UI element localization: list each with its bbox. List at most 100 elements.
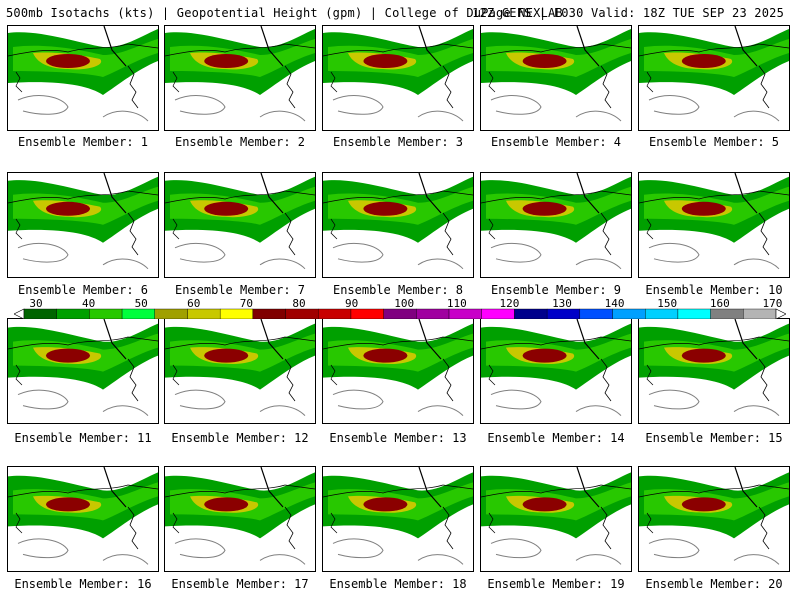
border-line: [576, 173, 600, 214]
ensemble-panel: [638, 172, 790, 278]
jet-stream-map: [8, 26, 158, 122]
jet-core: [681, 201, 726, 216]
coastline: [600, 506, 612, 550]
coastline: [15, 218, 23, 240]
colorbar-swatch: [645, 308, 679, 320]
coastline: [172, 218, 180, 240]
ensemble-member-label: Ensemble Member: 2: [174, 135, 306, 149]
height-contour: [575, 110, 622, 122]
colorbar-tick-label: 130: [552, 297, 572, 310]
height-contour: [17, 389, 69, 410]
coastline: [639, 190, 789, 204]
run-info: 12Z GEFS | F030 Valid: 18Z TUE SEP 23 20…: [472, 6, 784, 20]
jet-stream-map: [165, 26, 315, 122]
height-contour: [102, 554, 149, 565]
ensemble-member-label: Ensemble Member: 20: [645, 577, 783, 591]
height-contour: [733, 110, 780, 122]
colorbar-swatch: [579, 308, 613, 320]
coastline: [323, 336, 473, 350]
coastline: [758, 358, 770, 402]
jet-core: [681, 54, 726, 68]
colorbar-tick-label: 80: [292, 297, 306, 310]
colorbar-swatch: [252, 308, 286, 320]
ensemble-panel: [480, 466, 632, 572]
jet-core: [363, 348, 408, 363]
coastline: [488, 364, 496, 386]
height-contour: [648, 242, 700, 263]
colorbar-tick-label: 50: [134, 297, 148, 310]
jet-stream-map: [323, 467, 473, 565]
jet-core: [363, 497, 408, 512]
coastline: [488, 218, 496, 240]
map-title: 500mb Isotachs (kts) | Geopotential Heig…: [6, 6, 563, 20]
height-contour: [417, 258, 464, 270]
ensemble-panel: [638, 25, 790, 131]
border-line: [418, 319, 442, 360]
coastline: [15, 512, 23, 534]
coastline: [442, 212, 454, 256]
colorbar-tick-label: 40: [81, 297, 96, 310]
colorbar-swatch: [154, 308, 188, 320]
coastline: [600, 212, 612, 256]
colorbar-swatch: [121, 308, 155, 320]
border-line: [734, 173, 758, 214]
jet-stream-map: [165, 467, 315, 565]
ensemble-panel: [164, 318, 316, 424]
jet-core: [363, 201, 408, 216]
ensemble-member-label: Ensemble Member: 3: [332, 135, 464, 149]
coastline: [15, 364, 23, 386]
ensemble-member-label: Ensemble Member: 10: [645, 283, 783, 297]
colorbar-swatch: [743, 308, 777, 320]
jet-core: [522, 201, 567, 216]
coastline: [481, 336, 631, 350]
coastline: [481, 43, 631, 57]
jet-core: [204, 348, 249, 363]
coastline: [8, 484, 158, 498]
coastline: [758, 506, 770, 550]
coastline: [172, 512, 180, 534]
jet-stream-map: [639, 319, 789, 416]
ensemble-member-label: Ensemble Member: 5: [648, 135, 780, 149]
colorbar-swatch: [514, 308, 548, 320]
height-contour: [17, 538, 69, 559]
coastline: [646, 364, 654, 386]
colorbar-swatch: [350, 308, 384, 320]
ensemble-member-label: Ensemble Member: 11: [14, 431, 152, 445]
coastline: [442, 358, 454, 402]
colorbar-tick-label: 160: [709, 297, 730, 310]
jet-core: [46, 348, 90, 363]
coastline: [127, 212, 139, 256]
border-line: [734, 467, 758, 508]
height-contour: [259, 110, 306, 122]
height-contour: [733, 258, 780, 270]
ensemble-panel: [322, 466, 474, 572]
coastline: [127, 65, 139, 109]
height-contour: [259, 554, 306, 565]
colorbar-swatch: [56, 308, 90, 320]
colorbar-tick-label: 100: [394, 297, 415, 310]
jet-stream-map: [639, 26, 789, 122]
ensemble-panel: [164, 466, 316, 572]
colorbar-tick-label: 30: [29, 297, 43, 310]
ensemble-panel: [322, 172, 474, 278]
coastline: [330, 364, 338, 386]
jet-stream-map: [8, 467, 158, 565]
ensemble-panel: [7, 466, 159, 572]
border-line: [103, 26, 127, 67]
coastline: [165, 336, 315, 350]
border-line: [260, 467, 284, 508]
coastline: [330, 512, 338, 534]
jet-core: [46, 54, 90, 68]
jet-core: [204, 201, 249, 216]
ensemble-member-label: Ensemble Member: 13: [329, 431, 467, 445]
coastline: [165, 43, 315, 57]
height-contour: [575, 405, 622, 416]
ensemble-member-label: Ensemble Member: 8: [332, 283, 464, 297]
coastline: [172, 71, 180, 93]
ensemble-member-label: Ensemble Member: 17: [171, 577, 309, 591]
jet-stream-map: [639, 467, 789, 565]
height-contour: [733, 405, 780, 416]
ensemble-member-label: Ensemble Member: 9: [490, 283, 622, 297]
ensemble-member-label: Ensemble Member: 16: [14, 577, 152, 591]
colorbar-swatch: [285, 308, 319, 320]
